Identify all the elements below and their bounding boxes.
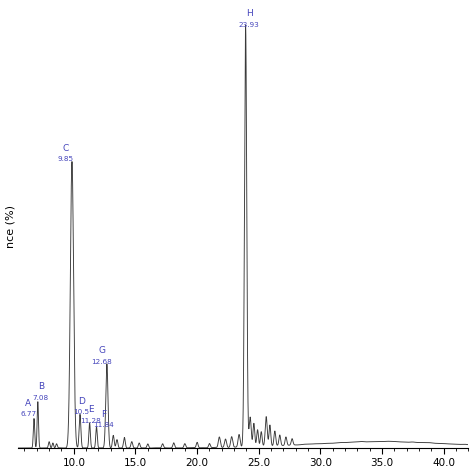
- Text: 23.93: 23.93: [239, 22, 260, 27]
- Text: 10.5: 10.5: [73, 409, 90, 415]
- Text: H: H: [246, 9, 253, 18]
- Text: 6.77: 6.77: [20, 411, 36, 418]
- Text: F: F: [101, 410, 106, 419]
- Text: 11.28: 11.28: [81, 418, 101, 424]
- Text: C: C: [63, 144, 69, 153]
- Text: 11.84: 11.84: [93, 422, 114, 428]
- Text: D: D: [78, 397, 85, 406]
- Y-axis label: nce (%): nce (%): [6, 205, 16, 248]
- Text: 12.68: 12.68: [91, 359, 112, 365]
- Text: A: A: [26, 399, 31, 408]
- Text: 9.85: 9.85: [58, 156, 74, 163]
- Text: 7.08: 7.08: [33, 394, 49, 401]
- Text: B: B: [38, 382, 44, 391]
- Text: G: G: [99, 346, 105, 356]
- Text: E: E: [88, 405, 94, 414]
